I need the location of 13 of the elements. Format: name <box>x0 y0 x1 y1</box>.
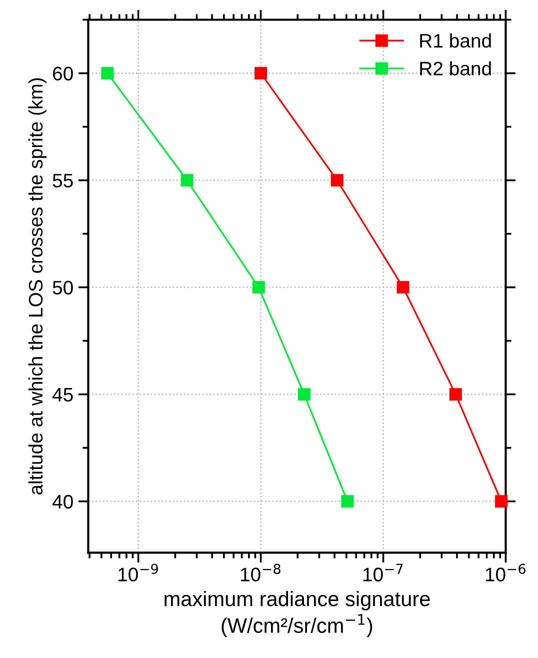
x-tick-label: 10$^{−6}$ <box>486 564 526 582</box>
y-tick-label: 60 <box>53 66 73 80</box>
y-tick-label: 55 <box>52 174 73 188</box>
legend-label: R1 band <box>420 33 491 48</box>
x-tick-label: 10$^{−7}$ <box>363 564 403 582</box>
y-axis-title: altitude at which the LOS crosses the sprite (km) <box>28 78 46 495</box>
y-tick-label: 45 <box>52 388 73 402</box>
x-axis-title: maximum radiance signature (W/cm²/sr/cm$^{−1}$) <box>164 590 430 638</box>
x-tick-label: 10$^{−8}$ <box>240 564 280 582</box>
legend-label: R2 band <box>420 61 491 76</box>
x-tick-label: 10$^{−9}$ <box>118 564 158 582</box>
y-tick-label: 40 <box>52 494 73 509</box>
y-tick-label: 50 <box>52 280 73 295</box>
